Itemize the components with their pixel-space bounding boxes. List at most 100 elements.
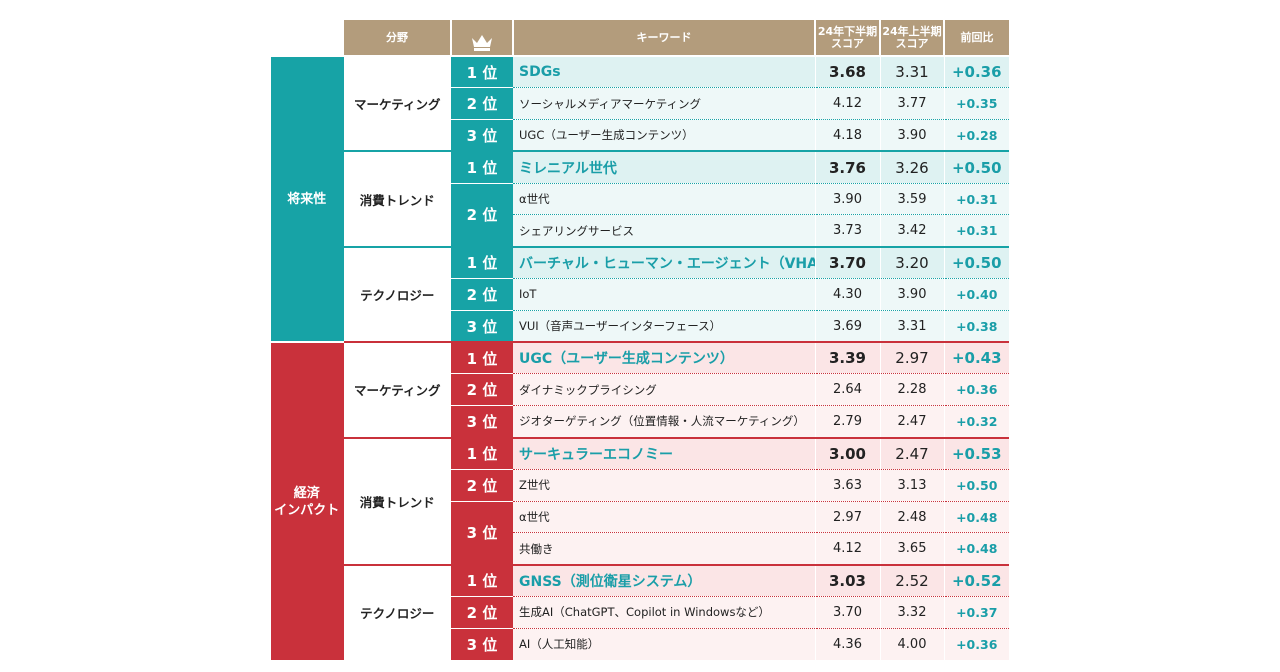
table-row: 経済 インパクト マーケティング 1 位 UGC（ユーザー生成コンテンツ） 3.39 2.… xyxy=(271,341,1009,661)
keyword: サーキュラーエコノミー xyxy=(513,436,815,470)
keyword: UGC（ユーザー生成コンテンツ） xyxy=(513,341,815,374)
score-h2: 3.03 xyxy=(814,563,880,597)
field-label: テクノロジー xyxy=(342,245,451,343)
score-h1: 3.26 xyxy=(879,150,944,184)
table-row: 2 位 α世代 3.90 3.59 +0.31 xyxy=(271,182,1009,247)
score-h2: 4.30 xyxy=(814,278,880,311)
keyword: 共働き xyxy=(513,532,815,565)
rank-label: 2 位 xyxy=(451,87,513,120)
table-row: 消費トレンド 1 位ミレニアル世代 3.76 3.26 +0.50 xyxy=(271,150,1009,247)
table-row: テクノロジー 1 位 GNSS（測位衛星システム） 3.03 2.52 +0.52 xyxy=(271,563,1009,661)
table-row: 将来性 マーケティング 1 位 SDGs 3.68 3.31 +0.36 xyxy=(271,54,1009,343)
keyword: SDGs xyxy=(513,55,815,88)
score-h2: 2.79 xyxy=(814,405,880,438)
change: +0.32 xyxy=(943,405,1009,438)
score-h1: 3.31 xyxy=(879,309,944,343)
table-row: 2 位生成AI（ChatGPT、Copilot in Windowsなど） 3.7… xyxy=(271,596,1009,629)
section-label: 将来性 xyxy=(271,54,343,343)
score-h1: 3.20 xyxy=(879,245,944,279)
keyword: GNSS（測位衛星システム） xyxy=(513,563,815,597)
score-h2: 3.39 xyxy=(814,341,880,374)
change: +0.36 xyxy=(943,627,1009,661)
table-row: 消費トレンド 1 位サーキュラーエコノミー 3.00 2.47 +0.53 xyxy=(271,436,1009,565)
score-h2: 3.68 xyxy=(814,55,880,88)
score-h1: 2.47 xyxy=(879,405,944,438)
score-h2: 3.76 xyxy=(814,150,880,184)
keyword: UGC（ユーザー生成コンテンツ） xyxy=(513,119,815,152)
rank-label: 1 位 xyxy=(451,341,513,374)
table-row: 3 位ジオターゲティング（位置情報・人流マーケティング） 2.79 2.47 +0.3… xyxy=(271,405,1009,438)
change: +0.50 xyxy=(943,468,1009,502)
field-label: テクノロジー xyxy=(342,563,451,661)
score-h1: 3.32 xyxy=(879,596,944,629)
score-h1: 3.59 xyxy=(879,182,944,215)
score-h2: 2.64 xyxy=(814,373,880,406)
crown-icon xyxy=(472,35,492,51)
score-h2: 4.36 xyxy=(814,627,880,661)
score-h1: 3.42 xyxy=(879,214,944,247)
keyword: ダイナミックプライシング xyxy=(513,373,815,406)
table-row: 3 位 VUI（音声ユーザーインターフェース） 3.69 3.31 +0.38 xyxy=(271,309,1009,343)
score-h1: 2.52 xyxy=(879,563,944,597)
table-row: 2 位 Z世代 3.63 3.13 +0.50 xyxy=(271,468,1009,502)
keyword: IoT xyxy=(513,278,815,311)
rank-label: 2 位 xyxy=(451,373,513,406)
score-h1: 3.31 xyxy=(879,55,944,88)
table-header: 分野 キーワード 24年下半期 スコア 24年上半期 スコア 前回比 xyxy=(271,20,1009,57)
score-h2-header: 24年下半期 スコア xyxy=(815,20,881,57)
rank-label: 2 位 xyxy=(451,596,513,629)
keyword: AI（人工知能） xyxy=(513,627,815,661)
field-label: マーケティング xyxy=(342,54,451,152)
rank-label: 3 位 xyxy=(451,119,513,152)
table-row: 2 位ダイナミックプライシング 2.64 2.28 +0.36 xyxy=(271,373,1009,406)
score-h1: 2.48 xyxy=(879,500,944,533)
rank-label: 3 位 xyxy=(451,627,513,661)
field-label: マーケティング xyxy=(342,341,451,438)
change-header: 前回比 xyxy=(944,20,1009,57)
change: +0.36 xyxy=(943,373,1009,406)
keyword: シェアリングサービス xyxy=(513,214,815,247)
change: +0.48 xyxy=(943,500,1009,533)
score-h2: 3.00 xyxy=(814,436,880,470)
score-h1: 3.65 xyxy=(879,532,944,565)
change: +0.40 xyxy=(943,278,1009,311)
score-h2: 3.70 xyxy=(814,245,880,279)
keyword: ジオターゲティング（位置情報・人流マーケティング） xyxy=(513,405,815,438)
score-h2: 3.69 xyxy=(814,309,880,343)
change: +0.50 xyxy=(943,150,1009,184)
field-header: 分野 xyxy=(343,20,452,57)
rank-label: 2 位 xyxy=(451,182,513,247)
change: +0.53 xyxy=(943,436,1009,470)
score-h1: 2.97 xyxy=(879,341,944,374)
table-row: テクノロジー 1 位バーチャル・ヒューマン・エージェント（VHA） 3.70 3.20… xyxy=(271,245,1009,343)
rank-label: 1 位 xyxy=(451,436,513,470)
keyword: α世代 xyxy=(513,182,815,215)
change: +0.43 xyxy=(943,341,1009,374)
keyword: バーチャル・ヒューマン・エージェント（VHA） xyxy=(513,245,815,279)
rank-label: 1 位 xyxy=(451,563,513,597)
table-row: 3 位 UGC（ユーザー生成コンテンツ） 4.18 3.90 +0.28 xyxy=(271,119,1009,152)
table-row: シェアリングサービス 3.73 3.42 +0.31 xyxy=(271,214,1009,247)
rank-label: 2 位 xyxy=(451,278,513,311)
change: +0.37 xyxy=(943,596,1009,629)
keyword: VUI（音声ユーザーインターフェース） xyxy=(513,309,815,343)
change: +0.36 xyxy=(943,55,1009,88)
table-row: 2 位ソーシャルメディアマーケティング 4.12 3.77 +0.35 xyxy=(271,87,1009,120)
rank-label: 3 位 xyxy=(451,309,513,343)
change: +0.38 xyxy=(943,309,1009,343)
score-h1-header: 24年上半期 スコア xyxy=(880,20,945,57)
change: +0.31 xyxy=(943,182,1009,215)
score-h2: 3.63 xyxy=(814,468,880,502)
table-row: 2 位 IoT 4.30 3.90 +0.40 xyxy=(271,278,1009,311)
table-row: 3 位 α世代 2.97 2.48 +0.48 xyxy=(271,500,1009,565)
score-h1: 3.13 xyxy=(879,468,944,502)
ranking-table: 分野 キーワード 24年下半期 スコア 24年上半期 スコア 前回比 将来性 マー… xyxy=(271,20,1009,661)
keyword-header: キーワード xyxy=(513,20,816,57)
score-h2: 4.18 xyxy=(814,119,880,152)
keyword: Z世代 xyxy=(513,468,815,502)
change: +0.31 xyxy=(943,214,1009,247)
section-label: 経済 インパクト xyxy=(271,341,343,661)
score-h2: 4.12 xyxy=(814,532,880,565)
rank-label: 2 位 xyxy=(451,468,513,502)
